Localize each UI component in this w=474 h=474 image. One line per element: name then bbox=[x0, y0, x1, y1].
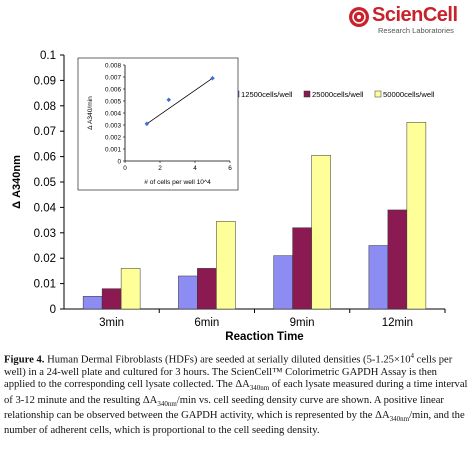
y-tick-label: 0.09 bbox=[34, 75, 56, 87]
x-tick-label: 9min bbox=[290, 317, 315, 329]
bar bbox=[406, 122, 427, 310]
x-tick-label: 12min bbox=[382, 317, 413, 329]
caption-sub-1: 340nm bbox=[249, 384, 270, 393]
inset-y-tick-label: 0.001 bbox=[105, 147, 121, 154]
caption-sub-3: 340nm bbox=[389, 415, 410, 424]
x-tick-label: 3min bbox=[99, 317, 124, 329]
bar bbox=[82, 296, 103, 310]
x-axis-label: Reaction Time bbox=[225, 331, 303, 343]
inset-y-axis-label: Δ A340/min bbox=[87, 96, 94, 130]
y-tick-label: 0.01 bbox=[34, 279, 56, 291]
legend-swatch bbox=[374, 90, 382, 98]
chart-area: 0 0.01 0.02 0.03 0.04 0.05 0.06 0.07 0.08 0.09 0.1… bbox=[11, 50, 446, 343]
inset-y-tick-label: 0.007 bbox=[105, 75, 121, 82]
inset-y-tick-label: 0.006 bbox=[105, 87, 121, 94]
bar bbox=[120, 268, 141, 310]
legend-label: 25000cells/well bbox=[312, 90, 364, 99]
y-tick-label: 0.02 bbox=[34, 253, 56, 265]
bar bbox=[178, 275, 198, 310]
inset-trendline bbox=[146, 77, 213, 125]
inset-y-tick-label: 0.003 bbox=[105, 123, 121, 130]
caption-text-5: /min, and the number of adherent cells, … bbox=[4, 409, 465, 437]
inset-x-tick-label: 2 bbox=[158, 165, 162, 172]
inset-x-tick-label: 0 bbox=[123, 165, 127, 172]
inset-scatter-chart: 0 0.001 0.002 0.003 0.004 0.005 0.006 0.007 0.00… bbox=[77, 57, 239, 191]
caption-sup-1: 4 bbox=[410, 352, 415, 360]
inset-y-tick-label: 0 bbox=[117, 159, 121, 166]
caption-text-1: Human Dermal Fibroblasts (HDFs) are seed… bbox=[44, 354, 411, 366]
bar bbox=[273, 255, 293, 310]
y-tick-label: 0.05 bbox=[34, 177, 56, 189]
inset-y-tick-label: 0.005 bbox=[105, 99, 121, 106]
figure-label: Figure 4. bbox=[4, 354, 45, 366]
y-tick-label: 0.03 bbox=[34, 228, 56, 240]
bar bbox=[311, 155, 331, 310]
bar bbox=[292, 227, 312, 310]
inset-x-tick-label: 4 bbox=[193, 165, 197, 172]
logo-emblem-icon bbox=[349, 7, 369, 27]
figure-caption: Figure 4. Human Dermal Fibroblasts (HDFs… bbox=[4, 350, 470, 438]
y-tick-label: 0 bbox=[50, 304, 56, 316]
y-axis-label: Δ A340nm bbox=[11, 155, 23, 209]
inset-frame bbox=[77, 57, 239, 191]
inset-x-tick-label: 6 bbox=[228, 165, 232, 172]
inset-y-tick-label: 0.002 bbox=[105, 135, 121, 142]
caption-text-4: /min vs. cell seeding density curve are … bbox=[4, 394, 444, 421]
x-tick-label: 6min bbox=[194, 317, 219, 329]
caption-sub-2: 340nm bbox=[157, 399, 177, 408]
caption-text-3: of each lysate measured during a time in… bbox=[4, 379, 468, 406]
inset-y-tick-label: 0.008 bbox=[105, 63, 121, 70]
y-tick-label: 0.04 bbox=[34, 202, 57, 214]
y-tick-label: 0.06 bbox=[34, 152, 56, 164]
y-tick-label: 0.1 bbox=[40, 50, 56, 62]
logo-text: ScienCell bbox=[372, 4, 458, 26]
y-tick-label: 0.08 bbox=[34, 101, 56, 113]
bar bbox=[387, 209, 408, 310]
inset-y-tick-label: 0.004 bbox=[105, 111, 121, 118]
y-tick-label: 0.07 bbox=[34, 126, 56, 138]
sciencell-logo: ScienCell Research Laboratories bbox=[346, 4, 466, 38]
caption-text-2: cells per well) in a 24-well plate and c… bbox=[4, 354, 453, 391]
legend-swatch bbox=[303, 90, 311, 98]
legend-label: 50000cells/well bbox=[383, 90, 435, 99]
legend-label: 12500cells/well bbox=[241, 90, 293, 99]
logo-subtext: Research Laboratories bbox=[378, 26, 454, 35]
bar bbox=[101, 288, 122, 310]
inset-x-axis-label: # of cells per well 10^4 bbox=[144, 179, 211, 186]
bar bbox=[368, 245, 389, 310]
bar-chart: 0 0.01 0.02 0.03 0.04 0.05 0.06 0.07 0.08 0.09 0.1… bbox=[11, 50, 446, 343]
bar bbox=[216, 221, 236, 310]
bar bbox=[197, 268, 217, 310]
